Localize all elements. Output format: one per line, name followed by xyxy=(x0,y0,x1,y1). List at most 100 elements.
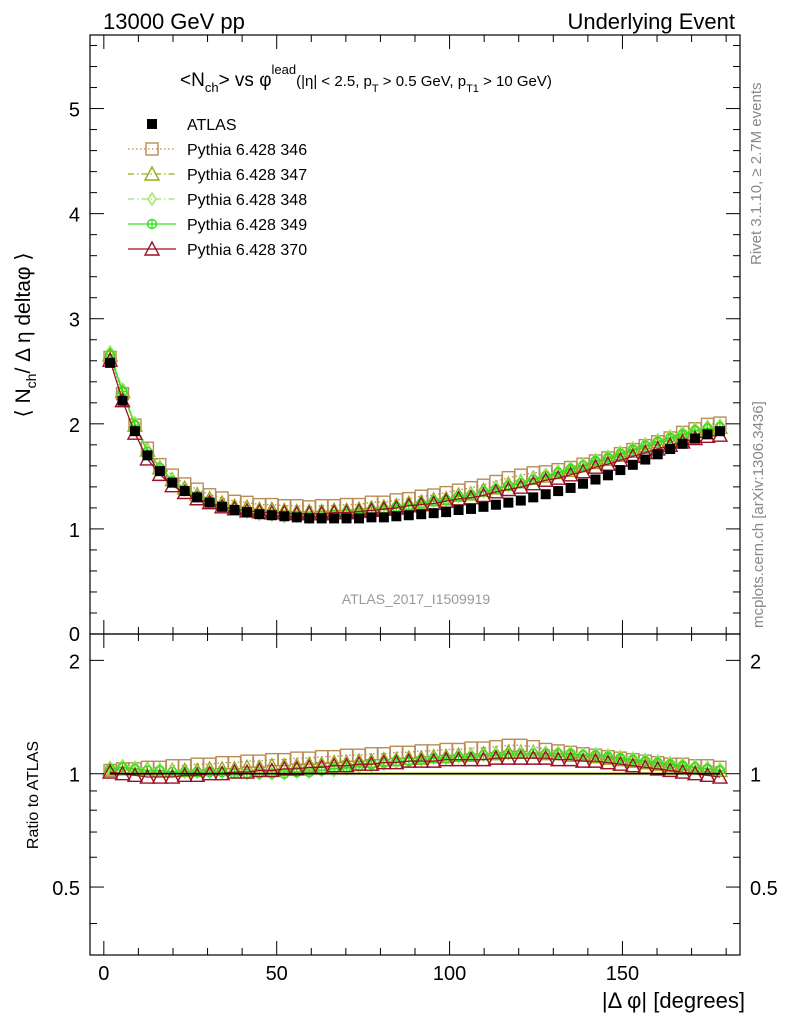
x-tick-label: 50 xyxy=(266,963,288,985)
series-1 xyxy=(103,350,727,778)
data-point xyxy=(478,484,489,499)
data-point xyxy=(462,489,480,505)
data-point xyxy=(466,503,477,514)
ratio-point xyxy=(126,766,144,783)
legend-item: Pythia 6.428 349 xyxy=(128,217,307,234)
ratio-point xyxy=(164,768,181,784)
ratio-point xyxy=(139,768,156,784)
title-main-sub: ch xyxy=(205,80,219,95)
ratio-point xyxy=(462,751,480,767)
ratio-point xyxy=(574,752,592,768)
ratio-point xyxy=(428,750,439,766)
data-point xyxy=(450,490,467,506)
ratio-point xyxy=(226,763,243,779)
ratio-point xyxy=(450,751,467,767)
legend-label: Pythia 6.428 346 xyxy=(187,142,307,159)
legend-marker xyxy=(147,191,157,207)
data-point xyxy=(627,459,638,470)
ratio-point xyxy=(325,757,343,773)
data-point xyxy=(378,512,389,523)
ratio-point xyxy=(475,751,492,767)
y-label-sub: ch xyxy=(23,374,39,389)
ratio-tick-label: 0.5 xyxy=(52,878,80,900)
ratio-tick-label: 1 xyxy=(69,765,80,787)
data-point xyxy=(503,478,514,493)
data-point xyxy=(578,478,589,489)
data-point xyxy=(487,483,505,499)
data-point xyxy=(602,470,613,481)
ratio-point xyxy=(388,754,405,770)
data-point xyxy=(525,475,542,491)
ratio-point xyxy=(192,764,203,780)
ratio-point xyxy=(238,763,256,779)
legend-item: Pythia 6.428 346 xyxy=(128,142,307,159)
rivet-version-label: Rivet 3.1.10, ≥ 2.7M events xyxy=(748,83,765,266)
lower-frame xyxy=(89,633,741,956)
ratio-point xyxy=(254,766,265,781)
data-point xyxy=(640,454,651,465)
data-point xyxy=(105,357,116,368)
legend-marker xyxy=(143,240,161,256)
ratio-point xyxy=(425,752,442,768)
ratio-point xyxy=(189,766,206,783)
ratio-tick-label-right: 0.5 xyxy=(750,878,778,900)
ratio-point xyxy=(587,752,604,768)
mcplots-label: mcplots.cern.ch [arXiv:1306.3436] xyxy=(750,401,767,628)
ratio-point xyxy=(363,755,380,771)
ratio-point xyxy=(375,754,393,770)
y-tick-label: 1 xyxy=(69,520,80,542)
data-point xyxy=(142,450,153,461)
data-point xyxy=(441,507,452,518)
data-point xyxy=(341,513,352,524)
ratio-point xyxy=(288,760,305,776)
data-point xyxy=(652,449,663,460)
ratio-point xyxy=(453,749,464,764)
data-point xyxy=(229,504,240,515)
ratio-point xyxy=(674,763,691,779)
title-sup: lead xyxy=(272,62,297,77)
data-point xyxy=(565,482,576,493)
ratio-point xyxy=(316,763,327,778)
y-tick-label: 2 xyxy=(69,415,80,437)
title-cuts-end: > 10 GeV) xyxy=(479,73,552,90)
legend-item: Pythia 6.428 347 xyxy=(128,165,307,184)
data-point xyxy=(254,509,265,520)
chart-title: <Nch> vs φlead(|η| < 2.5, pT > 0.5 GeV, … xyxy=(180,62,552,95)
ratio-point xyxy=(612,755,629,771)
data-point xyxy=(537,471,554,487)
data-point xyxy=(453,489,464,504)
ratio-point xyxy=(304,766,315,778)
legend-marker xyxy=(143,165,161,181)
ratio-point xyxy=(291,764,302,780)
data-point xyxy=(690,433,701,444)
y-label-pre: ⟨ N xyxy=(12,388,35,417)
series-line xyxy=(109,354,721,513)
legend-label: Pythia 6.428 348 xyxy=(187,192,307,209)
x-tick-label: 100 xyxy=(433,963,466,985)
header-left-label: 13000 GeV pp xyxy=(103,9,245,34)
data-point xyxy=(714,426,725,437)
data-point xyxy=(204,497,215,508)
title-cuts-sub2: T1 xyxy=(466,83,479,95)
header-right-label: Underlying Event xyxy=(567,9,735,34)
ratio-point xyxy=(279,766,290,781)
ratio-point xyxy=(263,761,281,778)
ratio-point xyxy=(350,755,368,771)
title-main: <N xyxy=(180,70,205,91)
data-point xyxy=(329,513,340,524)
data-point xyxy=(665,444,676,455)
data-point xyxy=(217,501,228,512)
ratio-tick-label: 2 xyxy=(69,651,80,673)
ratio-point xyxy=(624,757,641,773)
ratio-point xyxy=(176,766,193,783)
ratio-tick-label-right: 1 xyxy=(750,765,761,787)
ratio-point xyxy=(661,761,679,778)
data-point xyxy=(266,510,277,521)
ratio-point xyxy=(478,747,489,763)
data-point xyxy=(500,481,517,497)
data-point xyxy=(599,455,617,471)
series-5 xyxy=(101,351,729,784)
legend-label: Pythia 6.428 370 xyxy=(187,242,307,259)
data-point xyxy=(129,426,140,437)
